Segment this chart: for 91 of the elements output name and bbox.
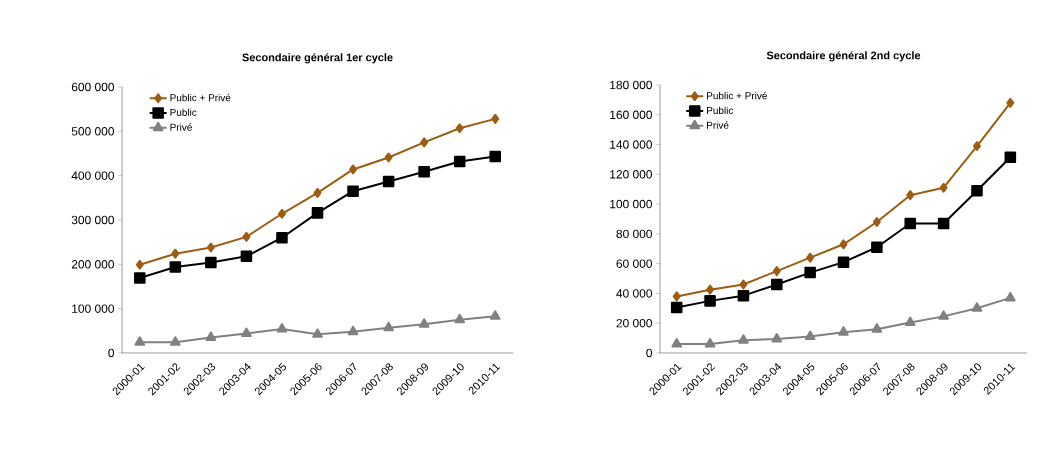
point [971,302,983,312]
point [806,252,815,263]
point [771,278,783,291]
y-tick-label: 100 000 [610,199,653,209]
point [205,331,217,341]
legend-label: Public + Privé [707,91,767,100]
y-tick-label: 200 000 [71,260,115,269]
point [1005,291,1016,302]
point [276,323,288,333]
y-tick-label: 40 000 [616,289,653,298]
point [938,310,949,320]
point [349,164,358,175]
point [277,208,286,219]
y-tick-label: 0 [646,348,653,358]
legend-label: Privé [170,123,192,131]
point [904,316,916,326]
point [347,185,359,197]
point [420,137,429,148]
y-tick-label: 60 000 [616,259,653,268]
chart-title: Secondaire général 2nd cycle [766,51,921,62]
point [135,259,144,270]
chart-title: Secondaire général 1er cycle [242,53,393,64]
legend-label: Public [707,106,734,114]
point [453,155,466,168]
point [489,310,501,320]
point [382,175,395,188]
point [491,113,500,124]
point [971,184,983,197]
point [454,313,466,324]
point [839,239,848,250]
y-tick-label: 140 000 [610,140,653,149]
legend-label: Public + Privé [170,93,231,102]
point [739,279,748,290]
point [313,187,322,198]
point [242,231,251,242]
point [311,207,324,219]
point [704,338,716,348]
point [670,301,683,314]
point [704,295,716,307]
point [837,256,850,268]
point [771,333,783,343]
y-tick-label: 120 000 [610,170,653,179]
point [134,272,146,284]
point [205,256,217,269]
point [383,321,394,332]
point [772,266,781,277]
point [418,165,430,178]
point [671,338,683,348]
point [872,216,881,227]
point [134,336,146,346]
point [871,323,883,333]
y-tick-label: 400 000 [71,171,115,180]
point [418,318,430,328]
y-tick-label: 300 000 [71,215,115,225]
y-tick-label: 500 000 [71,127,115,136]
y-tick-label: 80 000 [616,229,653,239]
point [241,327,252,337]
point [937,217,950,230]
point [1006,97,1015,108]
point [170,336,181,346]
point [171,248,180,259]
point [838,326,849,336]
point [206,242,215,253]
point [489,150,502,163]
point [904,217,917,230]
y-tick-label: 160 000 [610,110,653,119]
y-tick-label: 100 000 [72,304,115,313]
point [939,182,948,193]
point [384,152,393,163]
legend-label: Privé [707,121,729,129]
point [276,231,288,244]
point [1004,151,1017,163]
point [738,334,749,344]
point [804,266,816,279]
point [672,291,681,302]
point [347,325,359,336]
point [312,328,323,338]
legend-label: Public [170,108,197,116]
point [455,123,464,134]
point [169,261,182,273]
y-tick-label: 600 000 [71,82,115,92]
point [804,330,816,341]
point [737,289,750,302]
y-tick-label: 20 000 [616,318,653,328]
point [871,241,883,254]
point [906,190,915,201]
y-tick-label: 180 000 [610,80,653,90]
point [240,250,253,263]
point [706,284,715,295]
y-tick-label: 0 [108,348,115,358]
point [972,141,981,152]
